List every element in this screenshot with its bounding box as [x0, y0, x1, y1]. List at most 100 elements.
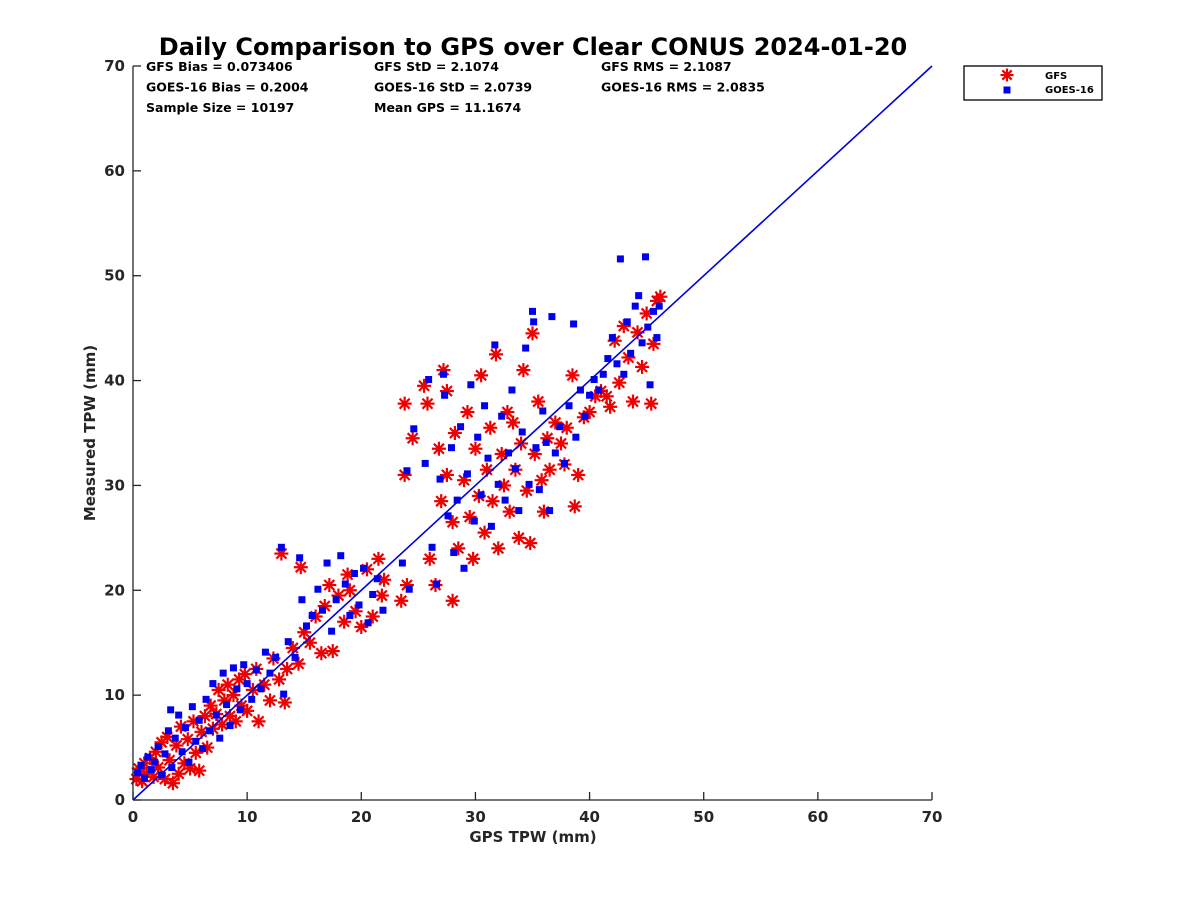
stat-text: GFS Bias = 0.073406 — [146, 59, 293, 74]
x-tick-label: 0 — [128, 808, 138, 826]
data-point-goes16 — [560, 459, 568, 467]
data-point-goes16 — [436, 475, 444, 483]
data-point-gfs — [171, 766, 186, 781]
data-point-goes16 — [599, 370, 607, 378]
data-point-gfs — [511, 530, 526, 545]
data-point-gfs — [394, 593, 409, 608]
data-point-goes16 — [586, 391, 594, 399]
data-point-goes16 — [546, 507, 554, 515]
legend-box — [963, 65, 1103, 101]
data-point-goes16 — [595, 386, 603, 394]
data-point-goes16 — [565, 402, 573, 410]
data-point-goes16 — [151, 758, 159, 766]
data-point-goes16 — [460, 564, 468, 572]
data-point-gfs — [635, 359, 650, 374]
legend-marker-square — [1003, 86, 1011, 94]
data-point-goes16 — [140, 774, 148, 782]
data-point-gfs — [420, 396, 435, 411]
data-point-goes16 — [154, 743, 162, 751]
data-point-goes16 — [421, 459, 429, 467]
data-point-gfs — [422, 551, 437, 566]
data-point-goes16 — [508, 386, 516, 394]
data-point-goes16 — [481, 402, 489, 410]
data-point-goes16 — [223, 701, 231, 709]
data-point-goes16 — [498, 412, 506, 420]
data-point-goes16 — [185, 758, 193, 766]
data-point-goes16 — [134, 769, 142, 777]
legend-marker-gfs — [1000, 68, 1014, 82]
data-point-goes16 — [556, 423, 564, 431]
data-point-goes16 — [332, 596, 340, 604]
stat-text: GFS StD = 2.1074 — [374, 59, 499, 74]
y-axis-label: Measured TPW (mm) — [81, 345, 99, 521]
data-point-goes16 — [608, 334, 616, 342]
data-point-goes16 — [425, 376, 433, 384]
data-point-goes16 — [653, 334, 661, 342]
data-point-gfs — [460, 405, 475, 420]
data-point-goes16 — [341, 580, 349, 588]
data-point-gfs — [148, 744, 163, 759]
data-point-goes16 — [623, 318, 631, 326]
data-point-goes16 — [410, 425, 418, 433]
data-point-gfs — [220, 677, 235, 692]
data-point-gfs — [534, 473, 549, 488]
data-point-goes16 — [631, 302, 639, 310]
one-to-one-reference-line — [132, 65, 933, 801]
data-point-goes16 — [219, 669, 227, 677]
data-point-goes16 — [604, 355, 612, 363]
data-point-gfs — [325, 644, 340, 659]
data-point-gfs — [165, 776, 180, 791]
data-point-gfs — [516, 363, 531, 378]
data-point-gfs — [554, 436, 569, 451]
data-point-goes16 — [248, 695, 256, 703]
data-point-goes16 — [240, 661, 248, 669]
stat-text: GOES-16 StD = 2.0739 — [374, 80, 532, 95]
data-point-gfs — [314, 646, 329, 661]
data-point-gfs — [644, 396, 659, 411]
data-point-goes16 — [164, 727, 172, 735]
data-point-goes16 — [613, 360, 621, 368]
data-point-goes16 — [175, 711, 183, 719]
data-point-goes16 — [529, 307, 536, 315]
data-point-goes16 — [635, 292, 643, 300]
data-point-goes16 — [457, 423, 465, 431]
data-point-goes16 — [337, 552, 345, 560]
data-point-goes16 — [467, 381, 475, 389]
data-point-goes16 — [284, 638, 292, 646]
data-point-gfs — [474, 368, 489, 383]
data-point-gfs — [322, 578, 337, 593]
data-point-goes16 — [188, 703, 196, 711]
data-point-gfs — [188, 745, 203, 760]
data-point-goes16 — [216, 734, 224, 742]
data-point-goes16 — [511, 465, 519, 473]
data-point-gfs — [523, 536, 538, 551]
data-point-goes16 — [373, 575, 381, 583]
data-point-goes16 — [195, 716, 203, 724]
data-point-gfs — [431, 441, 446, 456]
data-point-gfs — [251, 714, 266, 729]
stats-annotations: GFS Bias = 0.073406 GFS StD = 2.1074 GFS R… — [146, 59, 765, 115]
data-point-goes16 — [491, 341, 499, 349]
y-tick-label: 0 — [115, 791, 125, 809]
x-tick-label: 10 — [237, 808, 258, 826]
data-point-gfs — [565, 368, 580, 383]
data-point-gfs — [405, 431, 420, 446]
axes: 0 10 20 30 40 50 60 70 0 10 20 30 40 50 60 70 — [104, 57, 942, 826]
data-point-gfs — [531, 394, 546, 409]
data-point-gfs — [280, 661, 295, 676]
x-tick-label: 40 — [579, 808, 600, 826]
data-point-gfs — [434, 494, 449, 509]
data-point-goes16 — [642, 253, 650, 261]
data-point-gfs — [468, 441, 483, 456]
data-point-goes16 — [470, 517, 478, 525]
legend-label-goes16: GOES-16 — [1045, 85, 1094, 96]
data-point-goes16 — [494, 480, 502, 488]
data-point-goes16 — [505, 449, 513, 457]
data-point-goes16 — [530, 318, 538, 326]
data-point-gfs — [445, 593, 460, 608]
x-tick-label: 20 — [351, 808, 372, 826]
data-point-gfs — [525, 326, 540, 341]
legend-label-gfs: GFS — [1045, 71, 1067, 82]
data-point-goes16 — [168, 763, 176, 771]
data-point-goes16 — [428, 543, 436, 551]
